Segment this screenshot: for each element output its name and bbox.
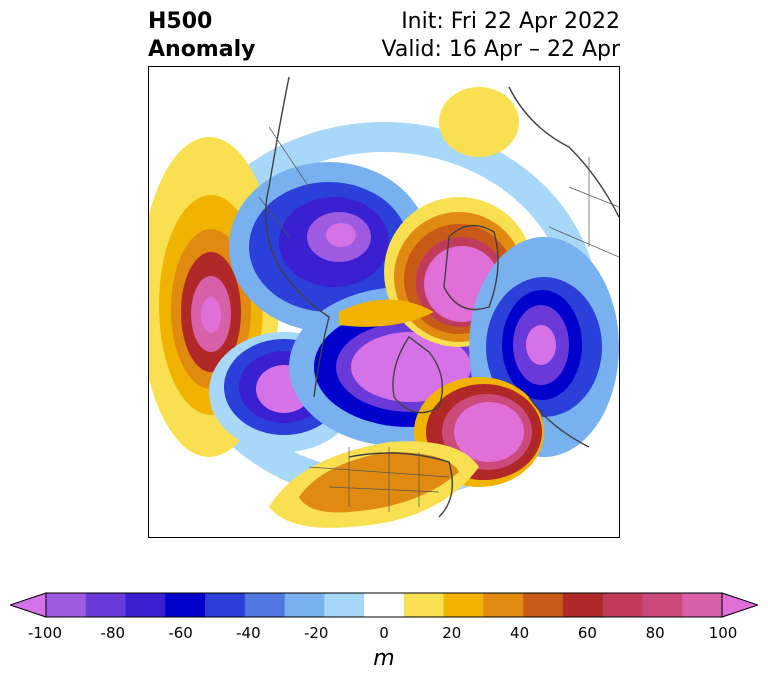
colorbar-segment (682, 593, 723, 617)
colorbar-segment (443, 593, 484, 617)
colorbar-tick-label: -40 (236, 624, 261, 642)
map-title: H500 Anomaly (148, 8, 255, 64)
colorbar-extend-high (721, 592, 758, 618)
colorbar (10, 592, 758, 618)
colorbar-tick-label: 100 (708, 624, 738, 642)
colorbar-tick-label: 20 (442, 624, 462, 642)
colorbar-segment (602, 593, 643, 617)
colorbar-segment (46, 593, 87, 617)
init-date: Init: Fri 22 Apr 2022 (401, 9, 620, 34)
coastlines (265, 76, 619, 518)
colorbar-segment (403, 593, 445, 617)
colorbar-tick-label: 40 (510, 624, 530, 642)
colorbar-segment (523, 593, 564, 617)
date-info: Init: Fri 22 Apr 2022 Valid: 16 Apr – 22… (382, 8, 621, 64)
colorbar-tick-label: 80 (645, 624, 665, 642)
colorbar-tick-label: 0 (379, 624, 389, 642)
colorbar-segment (284, 593, 325, 617)
colorbar-segment (244, 593, 286, 617)
colorbar-segment (364, 593, 405, 617)
borders (258, 126, 619, 512)
anomaly-map-svg (149, 76, 619, 528)
colorbar-segment (642, 593, 683, 617)
anomaly-map (148, 66, 620, 538)
positive-band (339, 299, 434, 327)
colorbar-unit-label: m (373, 646, 395, 671)
colorbar-segment (125, 593, 166, 617)
colorbar-segment (165, 593, 206, 617)
colorbar-segment (562, 593, 604, 617)
colorbar-segment (483, 593, 524, 617)
colorbar-tick-label: 60 (577, 624, 597, 642)
colorbar-extend-low (10, 592, 47, 618)
title-line-2: Anomaly (148, 37, 256, 62)
colorbar-segment (324, 593, 365, 617)
colorbar-tick-label: -80 (100, 624, 126, 642)
colorbar-segment (205, 593, 246, 617)
colorbar-tick-label: -60 (168, 624, 193, 642)
colorbar-segment (85, 593, 127, 617)
colorbar-tick-label: -20 (303, 624, 329, 642)
colorbar-tick-label: -100 (27, 624, 63, 642)
positive-anomaly-top-right (439, 87, 519, 157)
valid-range: Valid: 16 Apr – 22 Apr (381, 37, 621, 62)
title-line-1: H500 (148, 9, 213, 34)
colorbar-outline (45, 592, 723, 618)
